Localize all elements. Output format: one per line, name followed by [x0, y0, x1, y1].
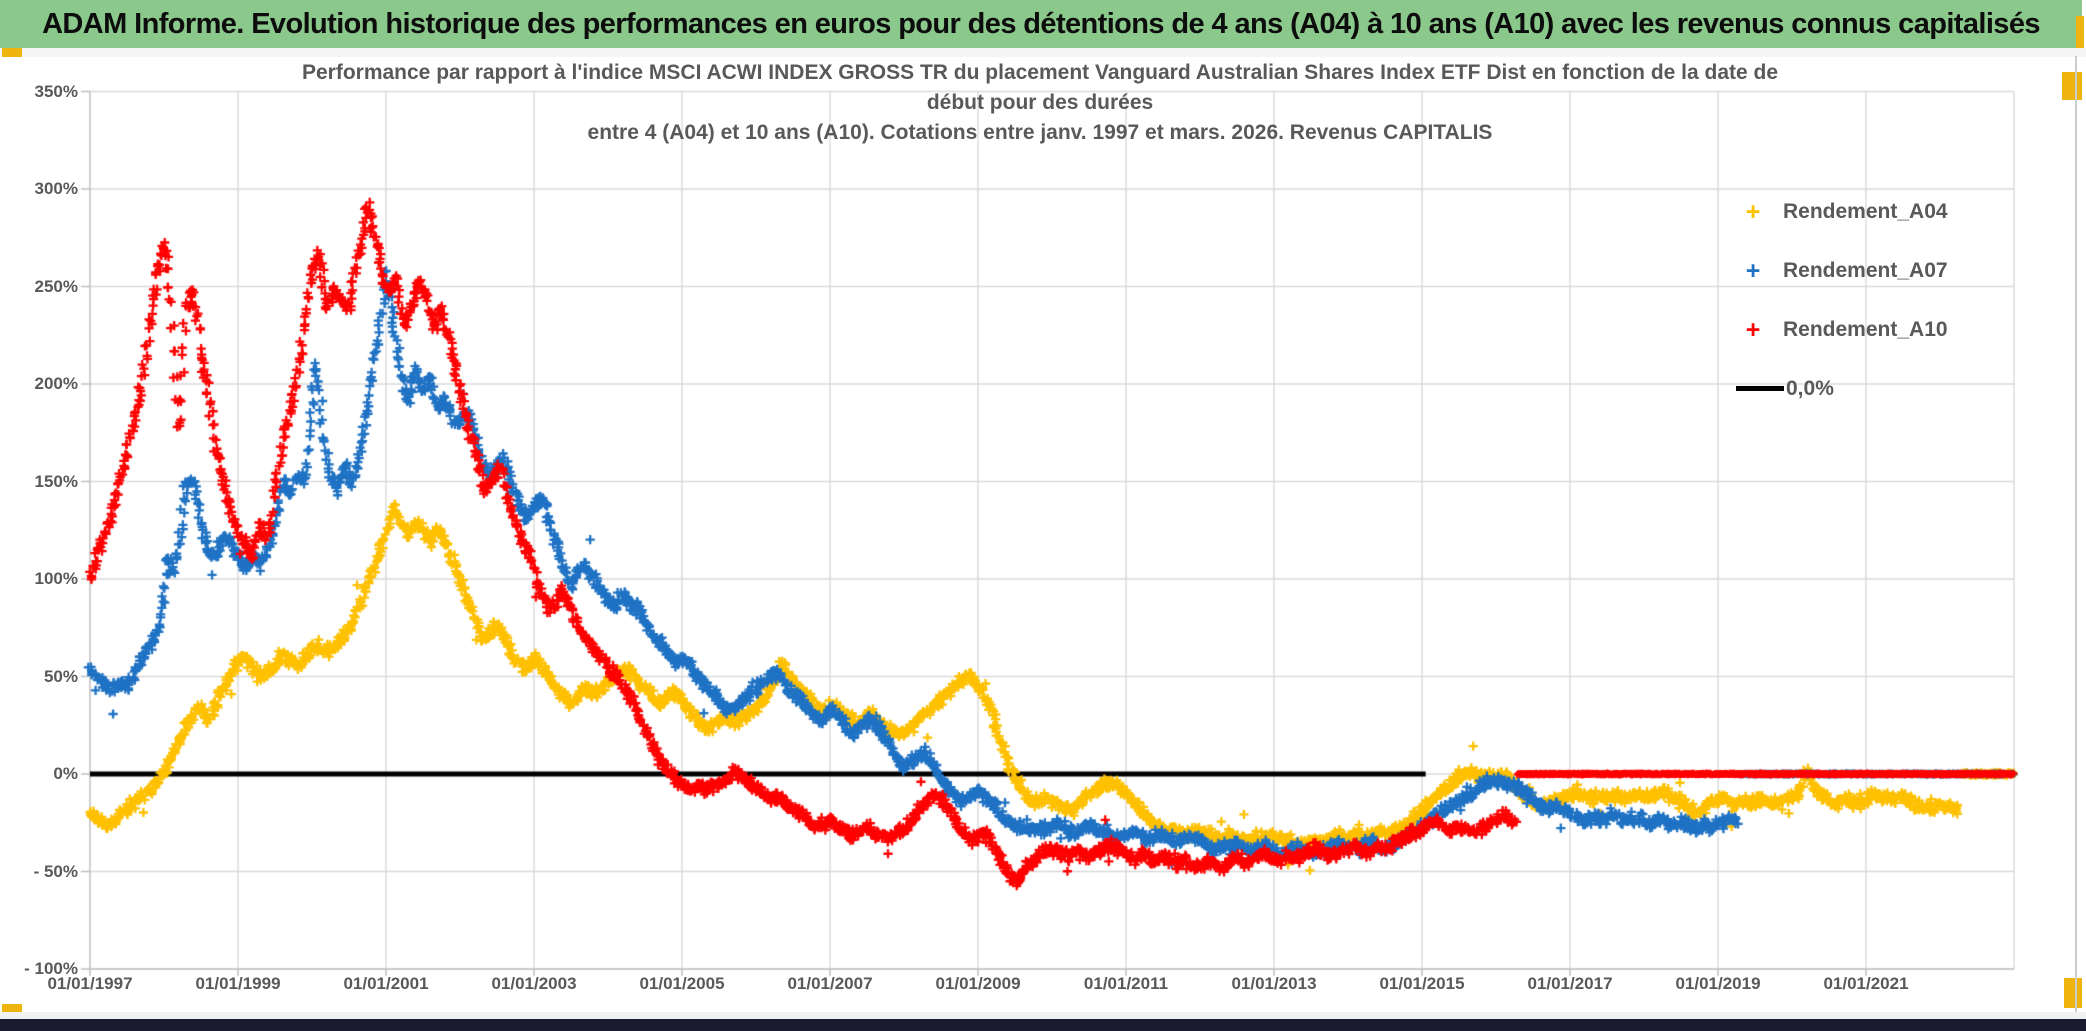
y-axis-label: - 50%	[33, 861, 78, 881]
legend-item-a07: + Rendement_A07	[1736, 241, 1948, 300]
legend-item-a10: + Rendement_A10	[1736, 300, 1948, 359]
frame-accent-top-left	[2, 48, 22, 57]
x-axis-label: 01/01/1999	[195, 974, 281, 993]
y-axis-label: - 100%	[24, 959, 78, 978]
bottom-strip	[0, 1012, 2086, 1019]
x-axis-label: 01/01/2009	[935, 974, 1021, 993]
plus-marker-icon: +	[1745, 256, 1761, 285]
chart-legend: + Rendement_A04 + Rendement_A07 + Rendem…	[1736, 182, 1948, 418]
chart-title-line-1: Performance par rapport à l'indice MSCI …	[301, 61, 1779, 84]
header-title: ADAM Informe. Evolution historique des p…	[42, 7, 2040, 40]
plus-marker-icon: +	[1745, 315, 1761, 344]
y-axis-label: 150%	[34, 471, 78, 491]
legend-label: Rendement_A04	[1783, 199, 1948, 223]
y-axis-label: 200%	[34, 374, 78, 393]
x-axis-label: 01/01/2013	[1231, 974, 1317, 993]
plus-marker-icon: +	[1745, 197, 1761, 226]
y-axis-label: 250%	[34, 276, 78, 296]
frame-accent-top-right	[2062, 72, 2082, 100]
legend-label: Rendement_A10	[1783, 317, 1948, 341]
chart-title-line-2: début pour des durées	[926, 91, 1154, 114]
x-axis-label: 01/01/2003	[491, 974, 577, 993]
zero-line-icon	[1736, 386, 1784, 391]
bottom-bar	[0, 1019, 2086, 1031]
legend-item-zero-line: 0,0%	[1736, 359, 1948, 418]
y-axis-label: 100%	[34, 569, 78, 588]
x-axis-label: 01/01/2015	[1379, 974, 1465, 993]
frame-accent-header-right	[2076, 16, 2084, 48]
header-underline-strip	[0, 48, 2086, 57]
x-axis-label: 01/01/2021	[1823, 974, 1909, 993]
frame-edge-line	[2075, 56, 2077, 1012]
x-axis-label: 01/01/2017	[1527, 974, 1613, 993]
legend-item-a04: + Rendement_A04	[1736, 182, 1948, 241]
frame-accent-bottom-right	[2064, 978, 2082, 1008]
y-axis-label: 50%	[43, 666, 78, 686]
x-axis-label: 01/01/2019	[1675, 974, 1761, 993]
y-axis-label: 300%	[34, 179, 78, 198]
header-bar: ADAM Informe. Evolution historique des p…	[0, 0, 2082, 48]
x-axis-label: 01/01/1997	[47, 974, 133, 993]
x-axis-label: 01/01/2001	[343, 974, 429, 993]
legend-label: Rendement_A07	[1783, 258, 1948, 282]
chart-title-line-3: entre 4 (A04) et 10 ans (A10). Cotations…	[587, 121, 1493, 144]
y-axis-label: 350%	[34, 81, 78, 101]
x-axis-label: 01/01/2005	[639, 974, 725, 993]
legend-label: 0,0%	[1786, 376, 1834, 400]
chart-title: Performance par rapport à l'indice MSCI …	[140, 58, 1940, 148]
x-axis-label: 01/01/2011	[1083, 974, 1169, 993]
x-axis-label: 01/01/2007	[787, 974, 873, 993]
y-axis-label: 0%	[53, 764, 78, 783]
